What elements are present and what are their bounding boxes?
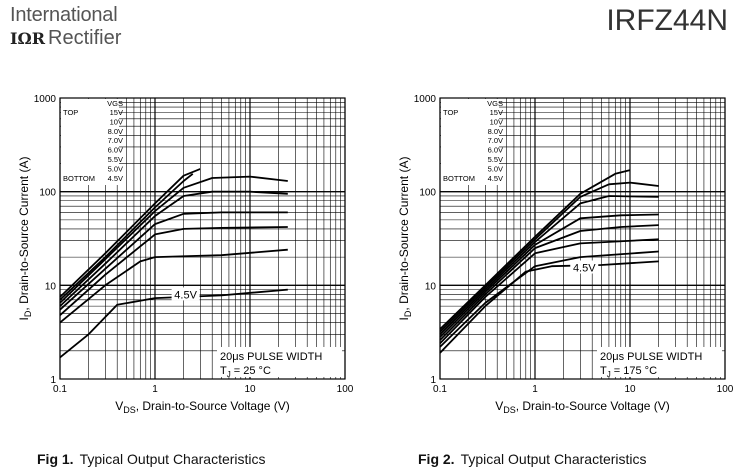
- y-tick-label: 10: [45, 281, 57, 292]
- x-tick-label: 1: [532, 384, 538, 395]
- legend-entry: 5.0V: [108, 164, 123, 173]
- pulse-width-annotation: 20μs PULSE WIDTH: [220, 351, 322, 363]
- chart-svg: VGSTOPBOTTOM15V10V8.0V7.0V6.0V5.5V5.0V4.…: [17, 94, 354, 415]
- annotation-background: [217, 347, 342, 377]
- legend-entry: 5.0V: [488, 164, 503, 173]
- y-axis-label: ID, Drain-to-Source Current (A): [397, 157, 413, 321]
- legend-entry: 5.5V: [488, 155, 503, 164]
- series-curve-7: [59, 248, 288, 324]
- figure-number: Fig 1.: [37, 451, 74, 467]
- legend-bottom-label: BOTTOM: [63, 174, 95, 183]
- legend-title: VGS: [107, 99, 123, 108]
- y-axis-label: ID, Drain-to-Source Current (A): [17, 157, 33, 321]
- brand-name-line1: International: [10, 4, 118, 26]
- series-curve-4: [439, 213, 659, 338]
- x-tick-label: 100: [717, 384, 734, 395]
- series-curve-1: [439, 169, 631, 330]
- legend-background: [61, 99, 119, 185]
- series-curve-3: [439, 195, 659, 335]
- plot-frame: [439, 97, 726, 380]
- legend-entry: 5.5V: [108, 155, 123, 164]
- series-curve-4: [59, 190, 288, 307]
- output-characteristics-chart-175c: VGS TOP BOTTOM 15V 10V 8.0V 7.0V 6.0V 5.5V 5.0V 4.…: [380, 84, 740, 424]
- series-curve-2: [59, 173, 194, 301]
- legend-entry: 10V: [490, 117, 503, 126]
- figure-title: Typical Output Characteristics: [460, 451, 647, 467]
- figure-caption-2: Fig 2. Typical Output Characteristics: [418, 451, 647, 467]
- series-curve-8: [59, 288, 288, 359]
- brand-rectifier: Rectifier: [48, 27, 122, 49]
- series-curve-6: [439, 238, 659, 345]
- y-tick-label: 1: [430, 375, 436, 386]
- legend-entry: 4.5V: [488, 174, 503, 183]
- legend-entry: 4.5V: [108, 174, 123, 183]
- figure-number: Fig 2.: [418, 451, 455, 467]
- x-tick-label: 10: [624, 384, 636, 395]
- x-tick-label: 100: [337, 384, 354, 395]
- curve-label-background: [570, 260, 599, 274]
- curve-label-background: [171, 287, 200, 301]
- pulse-width-annotation: 20μs PULSE WIDTH: [600, 351, 702, 363]
- junction-temperature-annotation: TJ = 25 °C: [220, 365, 271, 379]
- legend-top-label: TOP: [63, 108, 78, 117]
- legend-entry: 7.0V: [488, 136, 503, 145]
- series-curve-1: [59, 168, 201, 298]
- brand-name-line2: IΩR Rectifier: [10, 27, 121, 50]
- figure-caption-1: Fig 1. Typical Output Characteristics: [37, 451, 266, 467]
- chart-svg: VGSTOPBOTTOM15V10V8.0V7.0V6.0V5.5V5.0V4.…: [397, 94, 734, 415]
- y-tick-label: 10: [425, 281, 437, 292]
- y-tick-label: 100: [419, 188, 436, 199]
- x-tick-label: 0.1: [433, 384, 447, 395]
- series-curve-8: [439, 260, 659, 354]
- legend-top-label: TOP: [443, 108, 458, 117]
- x-axis-label: VDS, Drain-to-Source Voltage (V): [115, 399, 290, 415]
- legend-background: [441, 99, 499, 185]
- brand-logo: IΩR: [10, 29, 46, 48]
- plot-frame: [59, 97, 346, 380]
- series-curve-2: [439, 181, 659, 333]
- legend-entry: 8.0V: [108, 127, 123, 136]
- legend-entry: 8.0V: [488, 127, 503, 136]
- y-tick-label: 1: [50, 375, 56, 386]
- legend-title: VGS: [487, 99, 503, 108]
- legend-entry: 7.0V: [108, 136, 123, 145]
- annotation-background: [597, 347, 722, 377]
- legend-bottom-label: BOTTOM: [443, 174, 475, 183]
- legend-entry: 15V: [490, 108, 503, 117]
- legend-entry: 10V: [110, 117, 123, 126]
- legend-entry: 15V: [110, 108, 123, 117]
- output-characteristics-chart-25c: VGS TOP BOTTOM 15V 10V 8.0V 7.0V 6.0V 5.5V 5.0V 4.…: [0, 84, 360, 424]
- curve-label: 4.5V: [573, 263, 596, 275]
- part-number: IRFZ44N: [606, 4, 728, 37]
- series-curve-3: [59, 175, 288, 304]
- x-tick-label: 0.1: [53, 384, 67, 395]
- figure-title: Typical Output Characteristics: [79, 451, 266, 467]
- series-curve-6: [59, 226, 288, 316]
- curve-label: 4.5V: [174, 289, 197, 301]
- junction-temperature-annotation: TJ = 175 °C: [600, 365, 657, 379]
- legend-entry: 6.0V: [488, 146, 503, 155]
- x-tick-label: 10: [244, 384, 256, 395]
- series-curve-7: [439, 250, 659, 348]
- y-tick-label: 100: [39, 188, 56, 199]
- y-tick-label: 1000: [414, 94, 437, 105]
- series-curve-5: [439, 224, 659, 341]
- legend-entry: 6.0V: [108, 146, 123, 155]
- x-axis-label: VDS, Drain-to-Source Voltage (V): [495, 399, 670, 415]
- x-tick-label: 1: [152, 384, 158, 395]
- y-tick-label: 1000: [34, 94, 57, 105]
- series-curve-5: [59, 211, 288, 311]
